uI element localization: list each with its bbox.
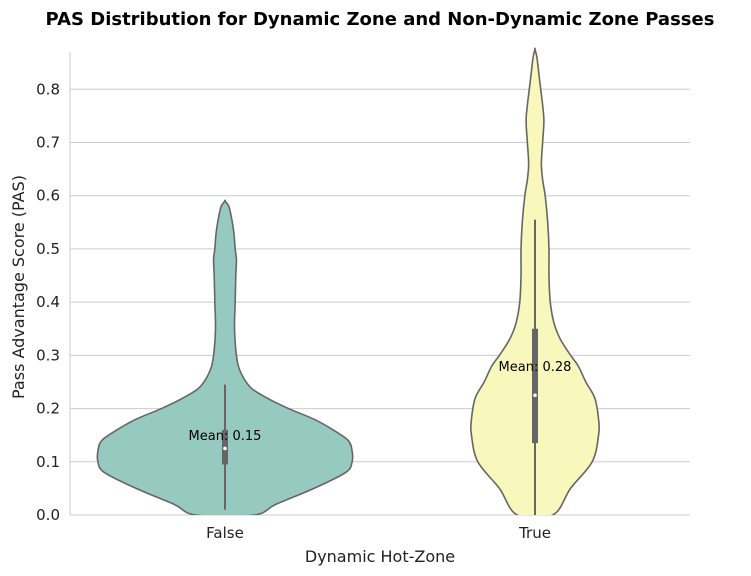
x-tick-label: True [518,524,551,542]
x-axis-label: Dynamic Hot-Zone [305,547,455,566]
median-dot [533,393,537,398]
y-tick-label: 0.7 [36,133,60,151]
y-tick-labels: 0.0 0.1 0.2 0.3 0.4 0.5 0.6 0.7 0.8 [36,80,60,524]
chart-title: PAS Distribution for Dynamic Zone and No… [46,9,715,30]
y-tick-label: 0.2 [36,400,60,418]
y-tick-label: 0.3 [36,346,60,364]
median-dot [223,446,227,451]
x-tick-labels: False True [206,524,551,542]
violin-layer: Mean: 0.15 Mean: 0.28 [96,47,600,515]
y-tick-label: 0.4 [36,293,60,311]
mean-annotation: Mean: 0.28 [499,360,572,375]
y-tick-label: 0.1 [36,453,60,471]
x-tick-label: False [206,524,244,542]
mean-annotation: Mean: 0.15 [189,429,262,444]
y-tick-label: 0.8 [36,80,60,98]
y-axis-label: Pass Advantage Score (PAS) [9,175,28,399]
violin-false [96,199,354,515]
y-tick-label: 0.5 [36,240,60,258]
y-tick-label: 0.6 [36,187,60,205]
y-tick-label: 0.0 [36,506,60,524]
